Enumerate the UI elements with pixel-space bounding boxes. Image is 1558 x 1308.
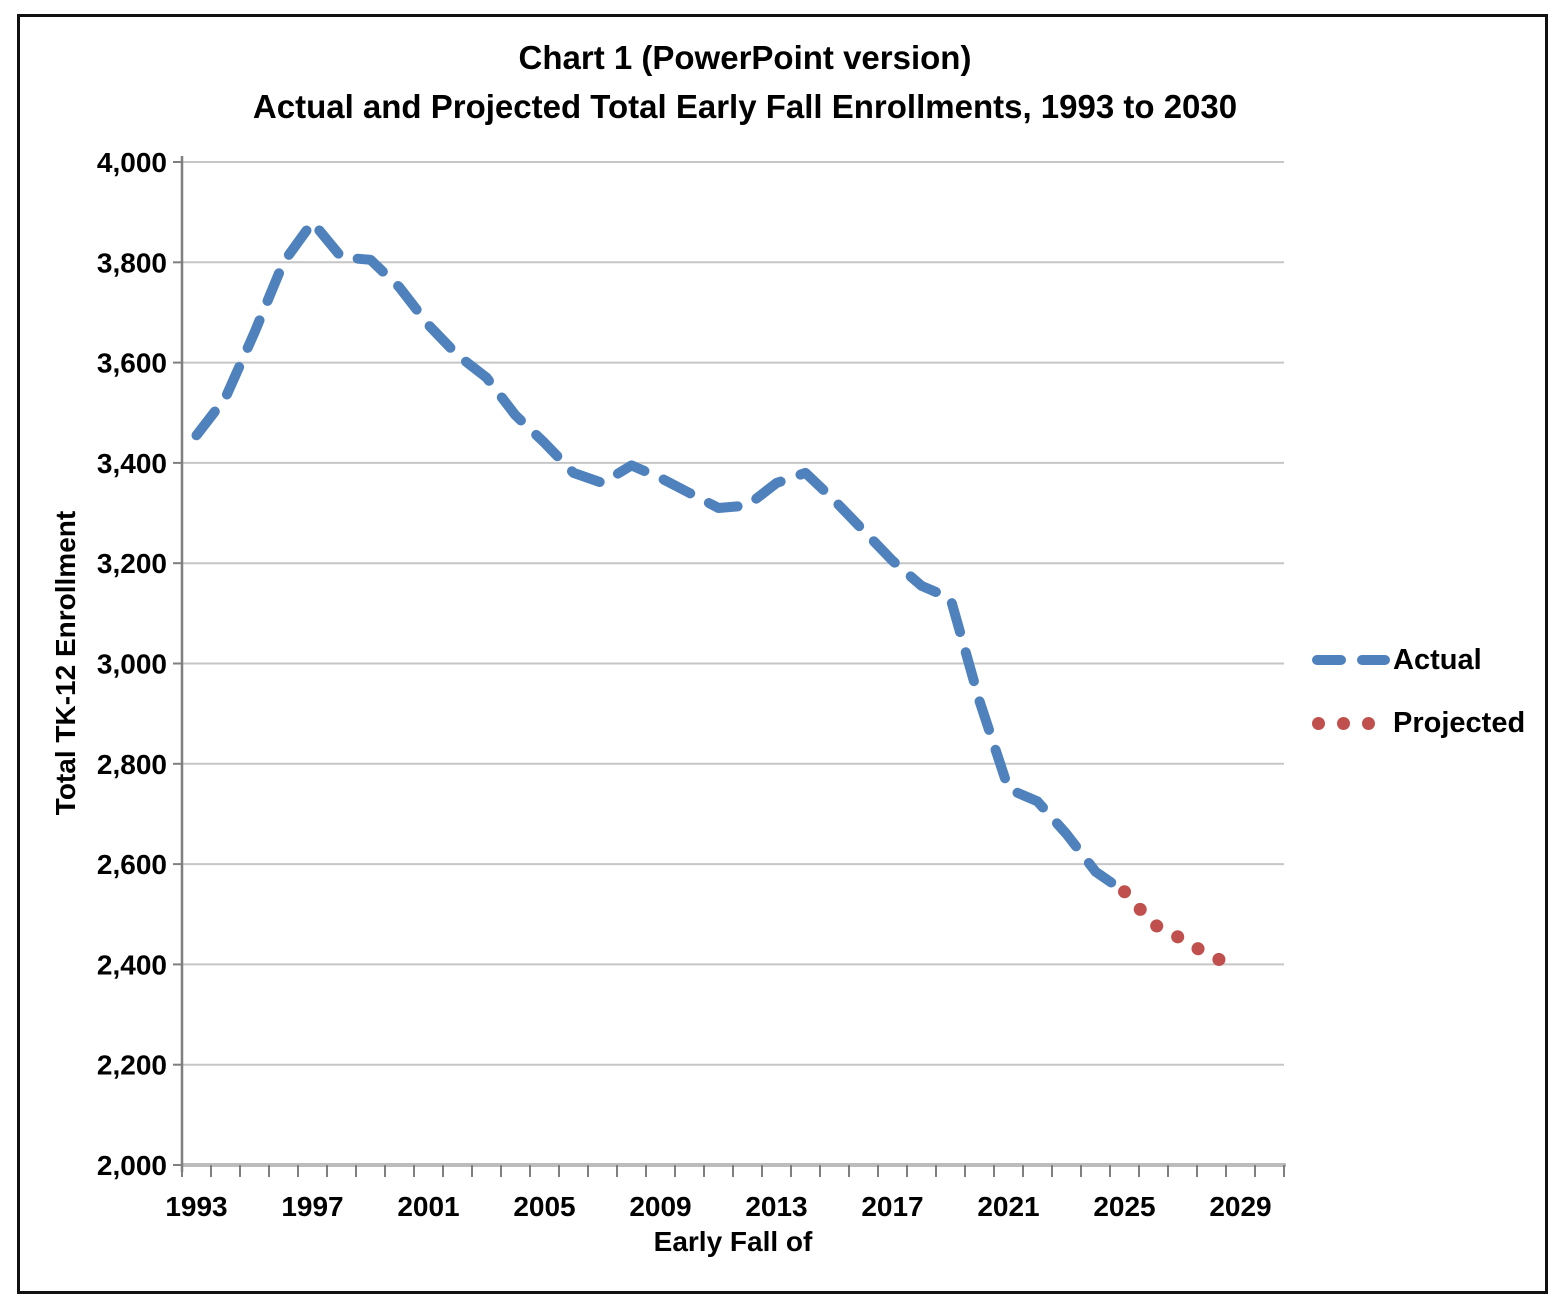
x-tick-label: 2005	[513, 1191, 575, 1222]
y-tick-label: 4,000	[97, 147, 167, 178]
y-tick-label: 2,400	[97, 949, 167, 980]
y-tick-label: 3,600	[97, 348, 167, 379]
y-axis-title: Total TK-12 Enrollment	[50, 510, 81, 816]
y-tick-label: 3,800	[97, 247, 167, 278]
x-tick-label: 1993	[165, 1191, 227, 1222]
chart-title: Chart 1 (PowerPoint version)	[518, 39, 972, 76]
actual-series-swatch	[1312, 655, 1390, 665]
x-tick-label: 2009	[629, 1191, 691, 1222]
x-tick-label: 1997	[281, 1191, 343, 1222]
x-tick-label: 2029	[1209, 1191, 1271, 1222]
chart-outer-border	[17, 14, 1548, 1294]
x-tick-labels: 1993 1997 2001 2005 2009 2013 2017 2021 2025 2029	[165, 1191, 1271, 1222]
y-tick-label: 2,800	[97, 749, 167, 780]
y-tick-label: 3,200	[97, 548, 167, 579]
legend-item-projected: Projected	[1312, 705, 1525, 741]
x-tick-label: 2021	[977, 1191, 1039, 1222]
y-tick-labels: 2,000 2,200 2,400 2,600 2,800 3,000 3,200 3,400…	[97, 147, 167, 1181]
projected-series-swatch	[1312, 716, 1390, 730]
y-tick-label: 2,200	[97, 1050, 167, 1081]
x-tick-label: 2017	[861, 1191, 923, 1222]
y-axis-ticks	[173, 161, 182, 1166]
x-axis-ticks	[181, 1165, 1285, 1177]
x-axis-title: Early Fall of	[653, 1226, 813, 1257]
series-actual-line	[191, 217, 1130, 897]
chart-title-block: Chart 1 (PowerPoint version) Actual and …	[194, 33, 1296, 131]
x-tick-label: 2001	[397, 1191, 459, 1222]
legend-item-actual: Actual	[1312, 642, 1525, 678]
x-tick-label: 2013	[745, 1191, 807, 1222]
dot-marker-icon	[1337, 716, 1350, 730]
chart-subtitle: Actual and Projected Total Early Fall En…	[252, 88, 1238, 125]
y-tick-label: 2,000	[97, 1150, 167, 1181]
dash-marker-icon	[1312, 655, 1346, 665]
y-tick-label: 3,400	[97, 448, 167, 479]
gridlines	[182, 161, 1284, 1066]
series-projected-line	[1118, 885, 1247, 974]
legend: Actual Projected	[1312, 642, 1525, 768]
dot-marker-icon	[1312, 716, 1325, 730]
x-tick-label: 2025	[1093, 1191, 1155, 1222]
dot-marker-icon	[1362, 716, 1375, 730]
legend-label-projected: Projected	[1393, 706, 1526, 739]
y-tick-label: 2,600	[97, 849, 167, 880]
y-tick-label: 3,000	[97, 649, 167, 680]
dash-marker-icon	[1356, 655, 1390, 665]
legend-label-actual: Actual	[1393, 643, 1482, 676]
